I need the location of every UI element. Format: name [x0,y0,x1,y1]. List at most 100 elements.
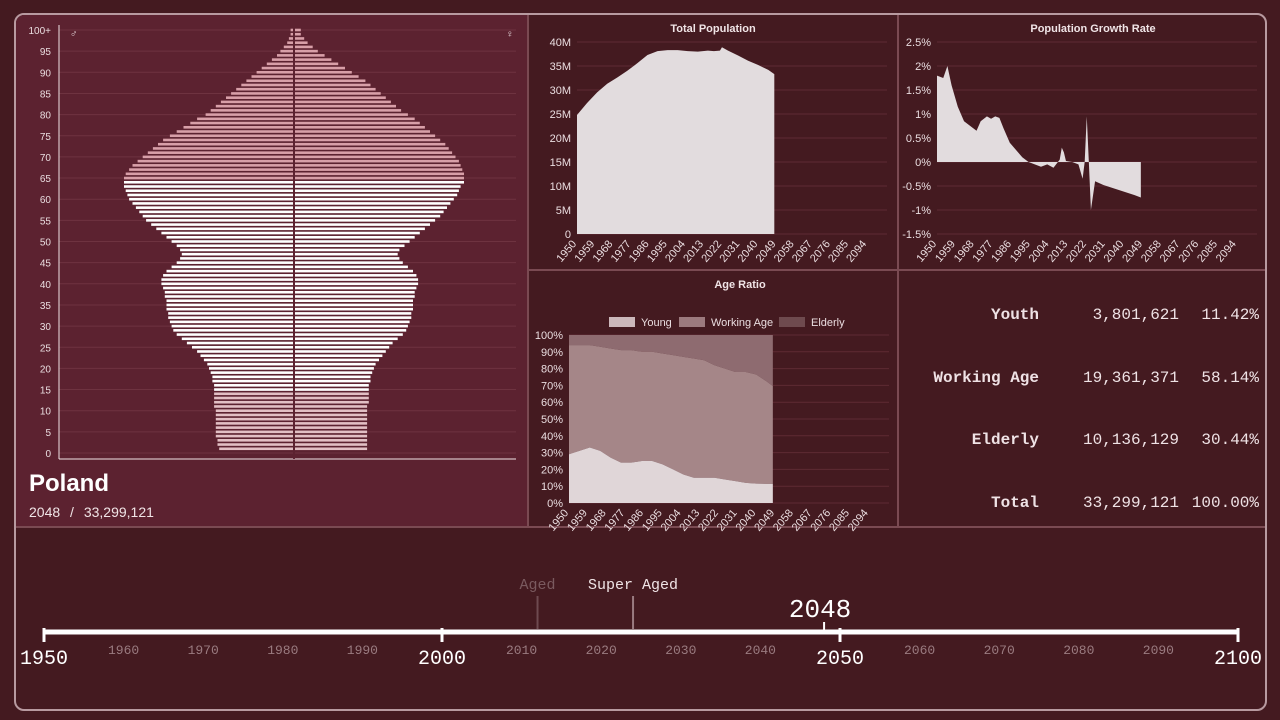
timeline-minor-label: 2090 [1143,643,1174,658]
pyramid-female-bar [294,168,463,171]
pyramid-age-label: 75 [40,132,52,143]
stat-label: Youth [990,306,1039,324]
pyramid-female-bar [294,274,417,277]
pyramid-female-bar [294,371,373,374]
pyramid-age-label: 35 [40,301,52,312]
pyramid-male-bar [151,223,294,226]
pyramid-female-bar [294,265,408,269]
age-ratio-area-working-age [569,345,773,484]
pyramid-age-label: 0 [45,449,51,460]
pyramid-male-bar [180,257,294,260]
pyramid-male-bar [166,307,294,311]
pyramid-male-bar [203,358,294,362]
pyramid-male-bar [164,295,294,298]
pyramid-male-bar [129,168,294,171]
pyramid-male-bar [125,172,294,176]
legend-swatch [609,317,635,327]
pyramid-male-bar [163,286,294,290]
year-timeline-slider[interactable]: 1950 2000 2050 2100 1960 1970 1980 1990 2010 2020… [16,528,1267,711]
y-tick-label: 20% [541,464,563,476]
pyramid-female-bar [294,28,301,32]
pyramid-female-bar [294,130,430,133]
stat-count: 3,801,621 [1092,306,1179,324]
pyramid-female-bar [294,172,464,176]
timeline-current-year: 2048 [789,595,851,625]
pyramid-female-bar [294,92,381,95]
pyramid-female-bar [294,71,352,74]
pyramid-male-bar [290,28,294,32]
y-tick-label: -0.5% [902,181,931,193]
timeline-minor-label: 2040 [745,643,776,658]
pyramid-female-bar [294,193,458,197]
pyramid-female-bar [294,430,368,434]
pyramid-female-bar [294,151,453,154]
pyramid-male-bar [181,252,294,256]
pyramid-age-label: 10 [40,407,52,418]
timeline-minor-label: 1970 [188,643,219,658]
pyramid-male-bar [132,202,294,205]
y-tick-label: 1% [915,109,931,121]
pyramid-female-bar [294,235,415,239]
male-icon: ♂ [70,29,78,40]
y-tick-label: 2.5% [906,37,931,49]
pyramid-male-bar [217,443,294,446]
pyramid-male-bar [124,185,294,188]
pyramid-female-bar [294,121,420,125]
timeline-minor-label: 2070 [984,643,1015,658]
pyramid-female-bar [294,320,410,324]
x-tick-label: 2094 [1214,238,1239,264]
pyramid-female-bar [294,447,368,451]
stat-percent: 58.14% [1201,369,1259,387]
pyramid-female-bar [294,417,368,421]
pyramid-male-bar [169,134,294,138]
pyramid-female-bar [294,312,412,315]
pyramid-female-bar [294,316,412,319]
pyramid-female-bar [294,159,459,163]
x-tick-label: 2076 [1176,238,1201,264]
timeline-minor-label: 2080 [1063,643,1094,658]
pyramid-male-bar [124,180,294,184]
stat-label: Elderly [971,431,1039,449]
y-tick-label: 50% [541,414,563,426]
pyramid-female-bar [294,337,398,341]
pyramid-female-bar [294,286,417,290]
pyramid-female-bar [294,87,376,91]
pyramid-female-bar [294,384,369,387]
pyramid-female-bar [294,388,369,391]
pyramid-female-bar [294,324,408,328]
pyramid-age-label: 80 [40,111,52,122]
stat-label: Total [990,494,1039,512]
legend-label: Young [641,317,672,329]
stat-percent: 30.44% [1201,431,1259,449]
y-tick-label: 100% [535,330,563,342]
pyramid-age-label: 50 [40,238,52,249]
pyramid-male-bar [212,375,294,379]
x-tick-label: 1977 [971,238,996,264]
pyramid-age-label: 45 [40,259,52,270]
pyramid-male-bar [124,176,294,180]
pyramid-female-bar [294,341,393,345]
pyramid-male-bar [183,125,294,129]
stat-count: 33,299,121 [1082,494,1179,512]
pyramid-female-bar [294,409,368,412]
dashboard-frame: 100+ 95 90 85 80 75 70 65 60 55 50 45 40 35 30 25 20 15 10… [14,13,1267,711]
y-tick-label: 1.5% [906,85,931,97]
y-tick-label: 90% [541,347,563,359]
y-tick-label: 10M [550,181,571,193]
pyramid-female-bar [294,333,403,336]
legend-swatch [679,317,705,327]
pyramid-male-bar [197,117,294,121]
timeline-minor-label: 2060 [904,643,935,658]
y-tick-label: 5M [556,205,571,217]
pyramid-female-bar [294,134,436,138]
pyramid-male-bar [166,235,294,239]
pyramid-female-bar [294,147,449,150]
pyramid-female-bar [294,75,359,78]
y-tick-label: 10% [541,481,563,493]
total-population-panel: Total Population 40M 35M 30M 25M 20M 15M 10M 5M 0… [529,15,899,271]
pyramid-female-bar [294,83,371,87]
pyramid-female-bar [294,443,368,446]
pyramid-male-bar [215,104,294,108]
pyramid-female-bar [294,219,436,222]
timeline-minor-label: 1990 [347,643,378,658]
